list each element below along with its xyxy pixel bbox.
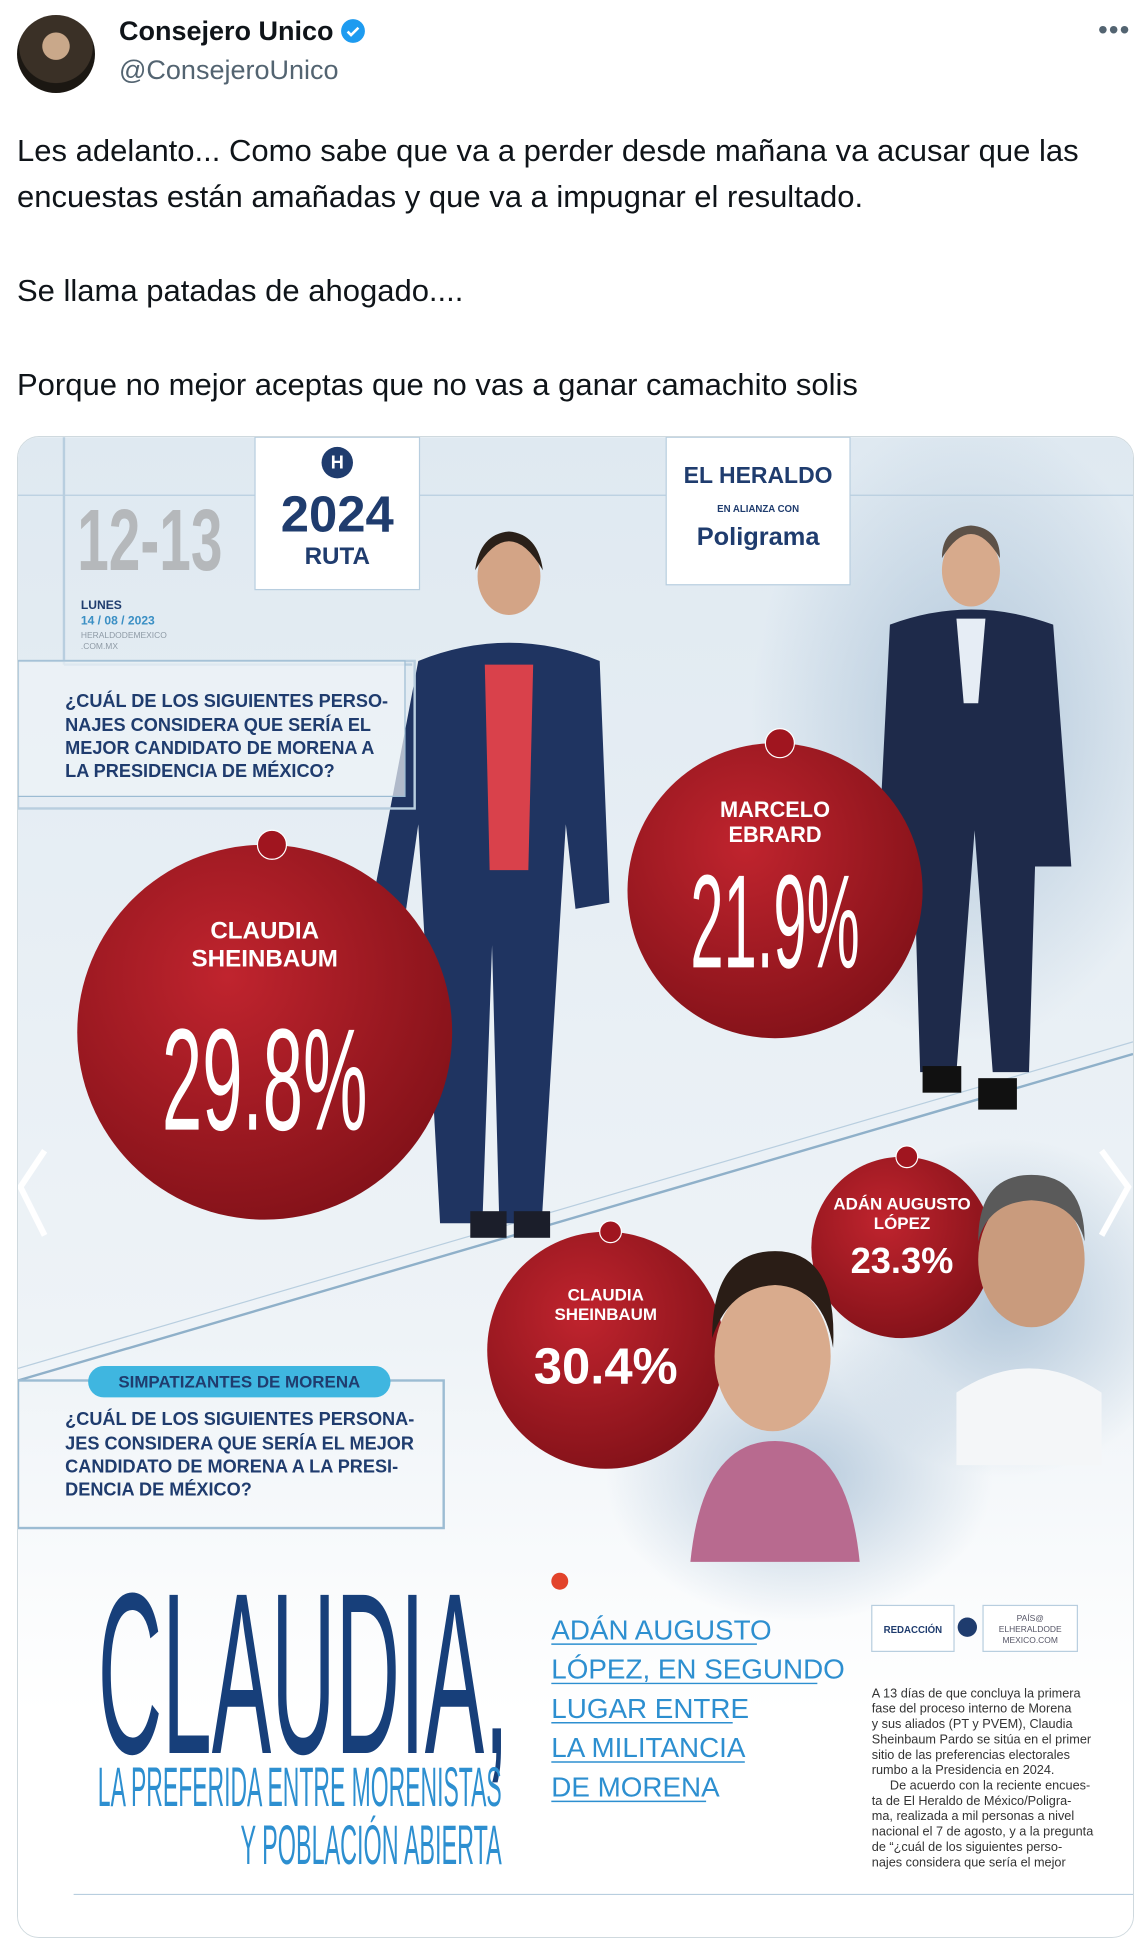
site: HERALDODEMEXICO — [81, 630, 167, 640]
body-line: nacional el 7 de agosto, y a la pregunta — [872, 1825, 1094, 1839]
newspaper-page: 12-13 LUNES 14 / 08 / 2023 HERALDODEMEXI… — [18, 437, 1133, 1937]
heraldo-partner: Poligrama — [697, 523, 821, 551]
byline-contact: PAÍS@ — [1017, 1613, 1044, 1623]
headline-sub: Y POBLACIÓN ABIERTA — [241, 1814, 502, 1876]
result-circle — [487, 1231, 725, 1469]
pill-text: SIMPATIZANTES DE MORENA — [118, 1373, 360, 1392]
photo-marcelo — [877, 525, 1072, 1110]
question-line: MEJOR CANDIDATO DE MORENA A — [65, 738, 374, 758]
result-circle — [627, 743, 923, 1039]
result-value: 21.9% — [690, 848, 859, 996]
ruta-word: RUTA — [305, 543, 370, 570]
body-line: ma, realizada a mil personas a nivel — [872, 1809, 1074, 1823]
result-name: LÓPEZ — [874, 1214, 930, 1233]
subhead-line: LA MILITANCIA — [551, 1732, 746, 1763]
party-dot — [256, 829, 288, 860]
site: .COM.MX — [81, 641, 118, 651]
question-line: ¿CUÁL DE LOS SIGUIENTES PERSONA- — [65, 1408, 414, 1429]
avatar[interactable] — [17, 15, 95, 93]
heraldo-name: EL HERALDO — [684, 462, 833, 488]
tweet-paragraph: Porque no mejor aceptas que no vas a gan… — [17, 367, 858, 402]
question-line: NAJES CONSIDERA QUE SERÍA EL — [65, 714, 371, 735]
nav-next[interactable] — [1098, 1148, 1132, 1237]
question-line: LA PRESIDENCIA DE MÉXICO? — [65, 760, 335, 781]
party-dot — [764, 728, 795, 759]
photo-claudia-face — [690, 1251, 860, 1562]
subhead-line: DE MORENA — [551, 1772, 720, 1803]
photo-adan-face — [956, 1174, 1102, 1466]
verified-badge — [340, 19, 365, 43]
body-line: najes considera que sería el mejor — [872, 1855, 1067, 1869]
headline-sub: LA PREFERIDA ENTRE MORENISTAS — [98, 1756, 502, 1818]
body-line: fase del proceso interno de Morena — [872, 1702, 1073, 1716]
subhead-line: LÓPEZ, EN SEGUNDO — [551, 1654, 844, 1685]
byline-contact: ELHERALDODE — [999, 1624, 1062, 1634]
date: 14 / 08 / 2023 — [81, 614, 155, 628]
body-line: sitio de las preferencias electorales — [872, 1748, 1070, 1762]
result-value: 29.8% — [162, 999, 368, 1161]
ruta-year: 2024 — [281, 486, 394, 543]
author-handle[interactable]: @ConsejeroUnico — [119, 55, 339, 85]
byline-contact: MEXICO.COM — [1002, 1635, 1057, 1645]
party-dot — [599, 1220, 623, 1244]
nav-prev[interactable] — [18, 1149, 48, 1237]
tweet-paragraph: Les adelanto... Como sabe que va a perde… — [17, 133, 1079, 214]
result-name: CLAUDIA — [568, 1285, 644, 1304]
result-value: 23.3% — [851, 1240, 954, 1281]
more-button[interactable]: ••• — [1098, 14, 1131, 45]
ruta-letter: H — [331, 453, 344, 473]
page-number: 12-13 — [77, 492, 222, 589]
headline: CLAUDIA, — [98, 1545, 509, 1802]
body-line: y sus aliados (PT y PVEM), Claudia — [872, 1717, 1074, 1731]
result-name: CLAUDIA — [210, 917, 319, 944]
result-value: 30.4% — [534, 1337, 678, 1394]
body-line: Sheinbaum Pardo se sitúa en el primer — [872, 1732, 1092, 1746]
tweet-paragraph: Se llama patadas de ahogado.... — [17, 273, 464, 308]
body-line: de “¿cuál de los siguientes perso- — [872, 1840, 1062, 1854]
body-line: De acuerdo con la reciente encues- — [890, 1778, 1090, 1792]
byline-author: REDACCIÓN — [884, 1624, 943, 1636]
question-line: JES CONSIDERA QUE SERÍA EL MEJOR — [65, 1432, 414, 1453]
question-line: DENCIA DE MÉXICO? — [65, 1478, 252, 1499]
tweet-image[interactable]: 12-13 LUNES 14 / 08 / 2023 HERALDODEMEXI… — [17, 436, 1134, 1938]
question-line: ¿CUÁL DE LOS SIGUIENTES PERSO- — [65, 690, 388, 711]
heraldo-logo-box — [665, 437, 851, 586]
heraldo-tagline: EN ALIANZA CON — [717, 504, 799, 515]
result-name: SHEINBAUM — [192, 945, 338, 972]
result-name: ADÁN AUGUSTO — [833, 1194, 970, 1213]
subhead-line: LUGAR ENTRE — [551, 1693, 749, 1724]
date-day: LUNES — [81, 598, 122, 612]
author-name-text[interactable]: Consejero Unico — [119, 16, 334, 46]
tweet-text: Les adelanto... Como sabe que va a perde… — [17, 128, 1135, 456]
body-line: A 13 días de que concluya la primera — [872, 1686, 1082, 1700]
result-name: EBRARD — [729, 822, 822, 847]
subhead-line: ADÁN AUGUSTO — [551, 1614, 771, 1645]
question-line: CANDIDATO DE MORENA A LA PRESI- — [65, 1456, 398, 1476]
party-dot — [895, 1145, 919, 1169]
result-circle — [77, 844, 453, 1220]
result-name: SHEINBAUM — [554, 1305, 656, 1324]
body-line: ta de El Heraldo de México/Poligra- — [872, 1794, 1072, 1808]
body-line: rumbo a la Presidencia en 2024. — [872, 1763, 1055, 1777]
author-name[interactable]: Consejero Unico — [119, 16, 366, 47]
result-name: MARCELO — [720, 797, 830, 822]
result-circle — [811, 1156, 993, 1339]
pill — [88, 1365, 391, 1398]
photo-claudia — [372, 531, 610, 1238]
